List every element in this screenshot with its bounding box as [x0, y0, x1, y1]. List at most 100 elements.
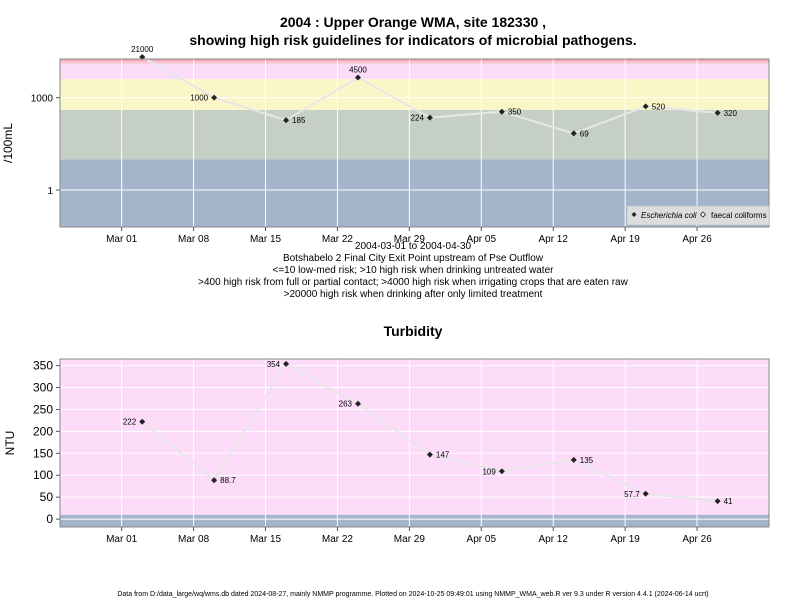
data-points [139, 53, 721, 137]
x-tick-label: Apr 12 [538, 234, 568, 245]
risk-band [60, 359, 769, 515]
x-tick-label: Mar 08 [178, 234, 210, 245]
data-label: 354 [267, 360, 281, 369]
chart-title-line2: showing high risk guidelines for indicat… [189, 32, 636, 48]
x-tick-label: Mar 01 [106, 234, 138, 245]
legend-entry-ecoli: Escherichia coli [641, 211, 697, 220]
data-point [498, 468, 505, 475]
data-label: 263 [339, 400, 353, 409]
x-tick-label: Apr 19 [610, 534, 640, 545]
data-point [354, 400, 361, 407]
x-tick-label: Mar 08 [178, 534, 210, 545]
chart-title-line1: 2004 : Upper Orange WMA, site 182330 , [280, 14, 546, 30]
data-label: 4500 [349, 66, 367, 75]
y-tick-label: 50 [40, 490, 54, 504]
x-tick-label: Mar 15 [250, 234, 282, 245]
risk-bands [60, 359, 769, 527]
data-point [283, 117, 290, 124]
data-label: 1000 [190, 94, 208, 103]
data-label: 21000 [131, 45, 154, 54]
y-tick-label: 1000 [31, 94, 54, 105]
y-tick-label: 200 [33, 424, 53, 438]
risk-band [60, 79, 769, 110]
data-point [139, 53, 146, 60]
data-point [426, 114, 433, 121]
plot-frame [59, 58, 770, 228]
data-label: 222 [123, 418, 137, 427]
y-tick-label: 100 [33, 468, 53, 482]
data-point [570, 456, 577, 463]
data-point [354, 74, 361, 81]
risk-band [60, 61, 769, 64]
x-tick-label: Mar 01 [106, 534, 138, 545]
data-point [139, 418, 146, 425]
annotation-guideline-1: <=10 low-med risk; >10 high risk when dr… [273, 265, 555, 276]
y-tick-label: 350 [33, 359, 53, 373]
annotation-guideline-3: >20000 high risk when drinking after onl… [284, 289, 543, 300]
data-point [714, 109, 721, 116]
y-axis-label: /100mL [1, 123, 15, 163]
annotation-guideline-2: >400 high risk from full or partial cont… [198, 277, 628, 288]
microbial-chart: 2004 : Upper Orange WMA, site 182330 , s… [1, 14, 770, 300]
data-point [426, 451, 433, 458]
data-point [642, 103, 649, 110]
x-tick-label: Apr 05 [467, 534, 497, 545]
x-tick-label: Apr 26 [682, 234, 712, 245]
data-point [714, 498, 721, 505]
data-label: 520 [652, 102, 666, 111]
data-label: 57.7 [624, 490, 640, 499]
data-label: 41 [724, 497, 733, 506]
x-axis-ticks: Mar 01 Mar 08 Mar 15 Mar 22 Mar 29 Apr 05 Apr … [106, 527, 712, 545]
y-tick-label: 150 [33, 446, 53, 460]
x-tick-label: Apr 26 [682, 534, 712, 545]
risk-band [60, 109, 769, 160]
data-label: 109 [482, 467, 496, 476]
x-tick-label: Mar 29 [394, 234, 426, 245]
y-tick-label: 250 [33, 402, 53, 416]
data-point [211, 477, 218, 484]
data-label: 350 [508, 108, 522, 117]
x-axis-ticks: Mar 01 Mar 08 Mar 15 Mar 22 Mar 29 Apr 05 Apr … [106, 227, 712, 245]
annotation-date-range: 2004-03-01 to 2004-04-30 [355, 241, 472, 252]
x-tick-label: Apr 05 [467, 234, 497, 245]
x-tick-label: Mar 22 [322, 534, 354, 545]
data-point [642, 490, 649, 497]
chart-title-turbidity: Turbidity [384, 323, 443, 339]
legend-entry-faecal: faecal coliforms [711, 211, 767, 220]
legend-box [626, 205, 770, 226]
data-label: 135 [580, 456, 594, 465]
annotation-site: Botshabelo 2 Final City Exit Point upstr… [283, 253, 544, 264]
y-axis-ticks: 0 50 100 150 200 250 300 350 [33, 359, 60, 526]
x-tick-label: Apr 19 [610, 234, 640, 245]
data-labels: 222 88.7 354 263 147 109 135 57.7 41 [123, 360, 733, 506]
gridlines [60, 359, 769, 527]
data-point [498, 108, 505, 115]
data-labels: 21000 1000 185 4500 224 350 69 520 320 [131, 45, 737, 138]
data-point [211, 94, 218, 101]
x-tick-label: Mar 29 [394, 534, 426, 545]
risk-bands [60, 59, 769, 227]
legend-marker-open [699, 211, 707, 218]
turbidity-chart: Turbidity 222 88.7 354 263 147 109 135 57.7 41 0… [3, 323, 770, 545]
data-points [139, 360, 721, 505]
x-tick-label: Mar 22 [322, 234, 354, 245]
footer-note: Data from D:/data_large/wq/wms.db dated … [117, 591, 708, 598]
data-label: 147 [436, 451, 450, 460]
y-tick-label: 1 [47, 186, 53, 197]
x-tick-label: Mar 15 [250, 534, 282, 545]
data-label: 224 [411, 114, 425, 123]
y-tick-label: 300 [33, 381, 53, 395]
y-axis-ticks: 1 1000 [31, 94, 60, 197]
data-label: 185 [292, 116, 306, 125]
gridlines [60, 59, 769, 227]
plot-frame [59, 358, 770, 528]
data-point [570, 130, 577, 137]
x-tick-label: Apr 12 [538, 534, 568, 545]
risk-band [60, 63, 769, 80]
risk-band [60, 514, 769, 527]
data-label: 320 [724, 109, 738, 118]
data-label: 69 [580, 129, 589, 138]
y-axis-label: NTU [3, 431, 17, 456]
y-tick-label: 0 [46, 512, 53, 526]
